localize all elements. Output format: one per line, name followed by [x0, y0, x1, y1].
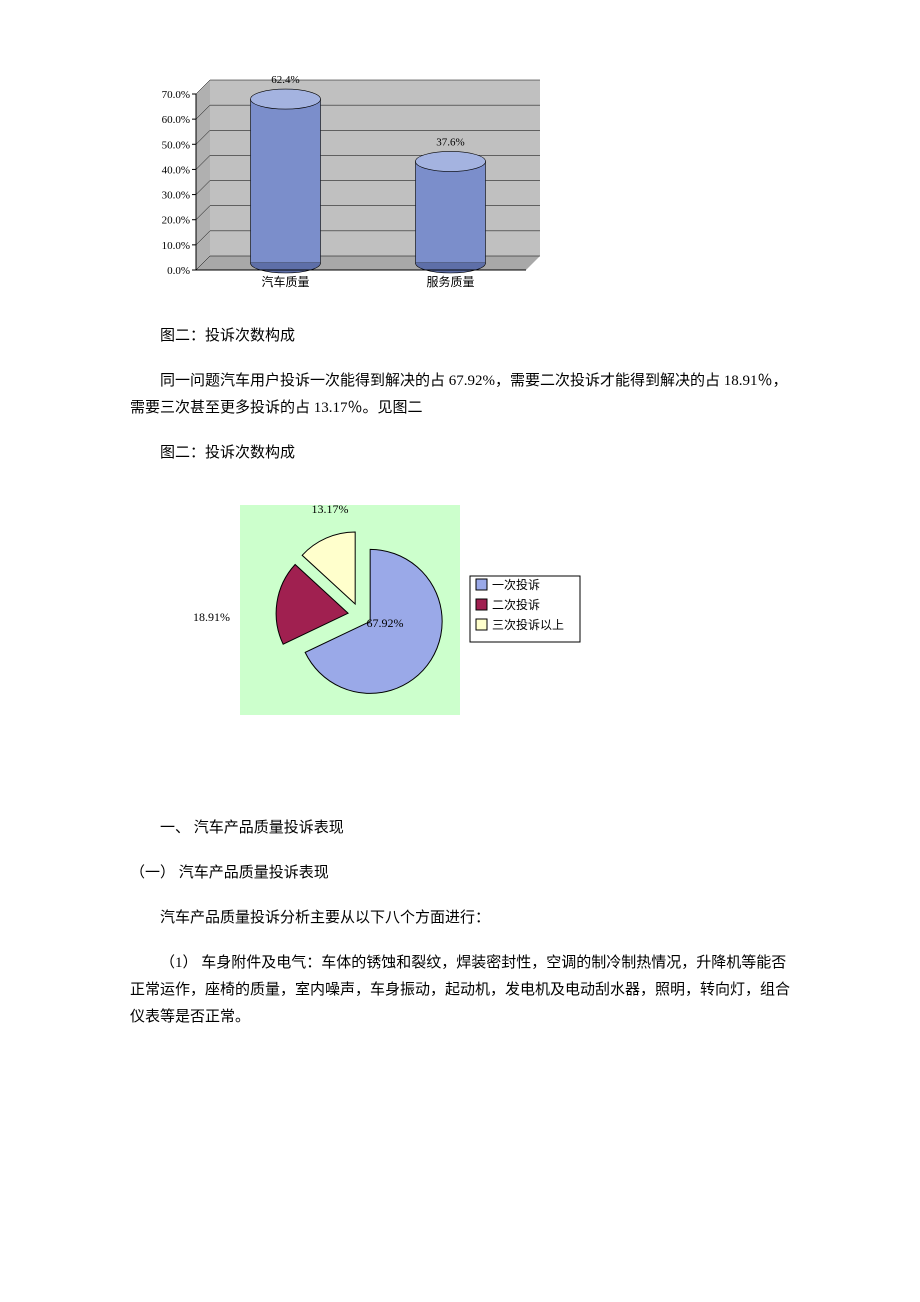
chart2-caption: 图二：投诉次数构成: [130, 440, 790, 467]
svg-text:服务质量: 服务质量: [426, 274, 474, 289]
svg-text:20.0%: 20.0%: [162, 215, 190, 227]
svg-text:70.0%: 70.0%: [162, 89, 190, 101]
svg-text:10.0%: 10.0%: [162, 240, 190, 252]
svg-text:0.0%: 0.0%: [167, 265, 190, 277]
svg-text:汽车质量: 汽车质量: [261, 274, 309, 289]
pie-chart-container: 67.92% 18.91% 13.17% 一次投诉二次投诉三次投诉以上: [180, 485, 790, 735]
svg-text:18.91%: 18.91%: [193, 610, 230, 624]
svg-text:40.0%: 40.0%: [162, 164, 190, 176]
paragraph-item-1: （1） 车身附件及电气：车体的锈蚀和裂纹，焊装密封性，空调的制冷制热情况，升降机…: [130, 950, 790, 1031]
svg-text:30.0%: 30.0%: [162, 190, 190, 202]
svg-text:三次投诉以上: 三次投诉以上: [492, 617, 564, 632]
bar-chart: 0.0% 10.0% 20.0% 30.0% 40.0% 50.0% 60.0% 70.0% 6…: [140, 60, 560, 305]
heading-section-1: 一、 汽车产品质量投诉表现: [130, 815, 790, 842]
svg-text:62.4%: 62.4%: [271, 74, 299, 86]
svg-text:37.6%: 37.6%: [436, 136, 464, 148]
paragraph-analysis-intro: 汽车产品质量投诉分析主要从以下八个方面进行：: [130, 905, 790, 932]
svg-text:一次投诉: 一次投诉: [492, 577, 540, 592]
svg-text:二次投诉: 二次投诉: [492, 597, 540, 612]
svg-text:13.17%: 13.17%: [312, 502, 349, 516]
heading-subsection-1: （一） 汽车产品质量投诉表现: [130, 860, 790, 887]
svg-text:60.0%: 60.0%: [162, 114, 190, 126]
bar-chart-container: 0.0% 10.0% 20.0% 30.0% 40.0% 50.0% 60.0% 70.0% 6…: [140, 60, 790, 305]
svg-text:50.0%: 50.0%: [162, 139, 190, 151]
pie-chart: 67.92% 18.91% 13.17% 一次投诉二次投诉三次投诉以上: [180, 485, 630, 735]
chart1-caption: 图二：投诉次数构成: [130, 323, 790, 350]
paragraph-complaints-summary: 同一问题汽车用户投诉一次能得到解决的占 67.92%，需要二次投诉才能得到解决的…: [130, 368, 790, 422]
svg-text:67.92%: 67.92%: [367, 616, 404, 630]
